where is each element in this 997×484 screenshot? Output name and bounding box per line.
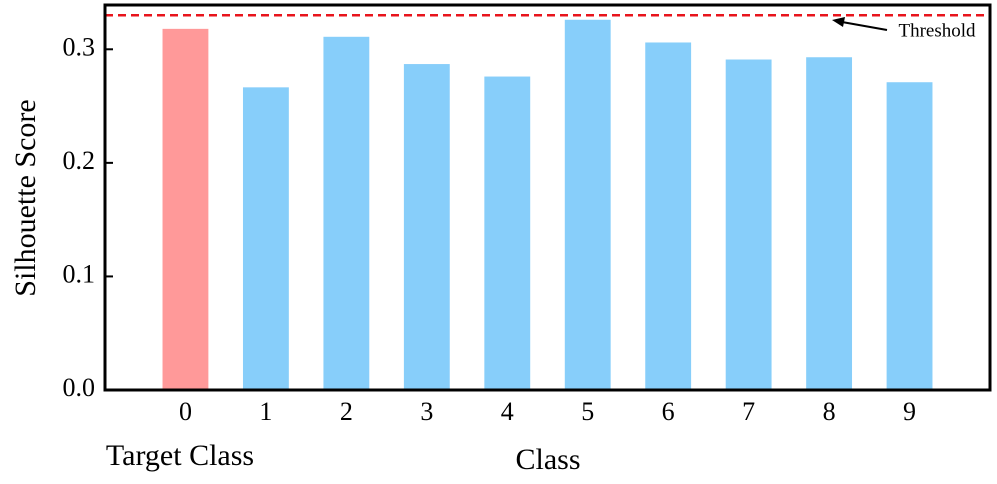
threshold-label: Threshold (898, 20, 976, 41)
bar (484, 76, 531, 390)
bar (645, 42, 692, 390)
bar (725, 59, 772, 390)
x-tick-label: 4 (501, 397, 514, 426)
plot-frame (103, 3, 992, 392)
x-tick-label: 7 (742, 397, 755, 426)
x-tick-label: 8 (823, 397, 836, 426)
x-tick-label: 1 (259, 397, 272, 426)
x-tick-label: 0 (179, 397, 192, 426)
threshold-arrowhead (832, 17, 845, 27)
x-tick-label: 3 (420, 397, 433, 426)
y-tick-label: 0.0 (63, 373, 96, 402)
bar (403, 64, 450, 391)
bar (162, 28, 209, 391)
x-tick-label: 9 (903, 397, 916, 426)
target-annotation: Target Class (106, 439, 254, 472)
x-tick-label: 2 (340, 397, 353, 426)
bar (564, 19, 611, 391)
y-tick-label: 0.1 (63, 259, 96, 288)
bar (242, 87, 289, 390)
y-axis-label: Silhouette Score (9, 99, 42, 296)
x-tick-label: 6 (662, 397, 675, 426)
bar (806, 57, 853, 391)
x-axis-label: Class (515, 443, 580, 476)
threshold-arrow (841, 21, 888, 31)
bar (323, 36, 370, 391)
x-tick-label: 5 (581, 397, 594, 426)
y-tick-label: 0.3 (63, 32, 96, 61)
bar (886, 82, 933, 390)
y-tick-label: 0.2 (63, 146, 96, 175)
